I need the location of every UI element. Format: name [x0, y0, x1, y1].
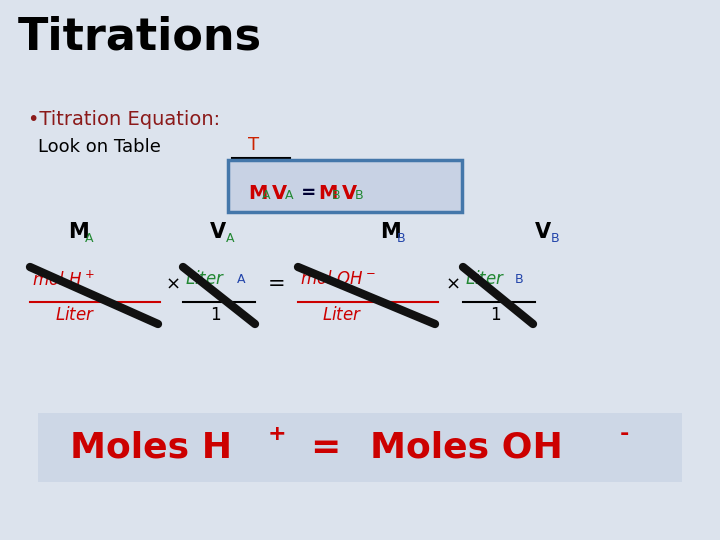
- Text: =: =: [295, 184, 323, 202]
- Text: M: M: [380, 222, 401, 242]
- Text: Moles OH: Moles OH: [370, 431, 563, 465]
- Text: M: M: [318, 184, 338, 203]
- Text: Look on Table: Look on Table: [38, 138, 161, 156]
- Text: T: T: [248, 136, 259, 154]
- Text: B: B: [332, 189, 341, 202]
- FancyBboxPatch shape: [38, 414, 682, 482]
- Text: $\mathit{Liter}$: $\mathit{Liter}$: [465, 270, 505, 288]
- Text: B: B: [551, 232, 559, 245]
- Text: $\mathit{mol\ OH^-}$: $\mathit{mol\ OH^-}$: [300, 270, 376, 288]
- Text: -: -: [620, 424, 629, 444]
- Text: A: A: [237, 273, 246, 286]
- Text: 1: 1: [490, 306, 500, 324]
- Text: V: V: [342, 184, 357, 203]
- Text: $\mathit{mol\ H^+}$: $\mathit{mol\ H^+}$: [32, 270, 95, 289]
- Text: A: A: [85, 232, 94, 245]
- Text: 1: 1: [210, 306, 220, 324]
- Text: A: A: [285, 189, 294, 202]
- Text: $\mathit{Liter}$: $\mathit{Liter}$: [185, 270, 225, 288]
- Text: V: V: [210, 222, 226, 242]
- Text: Moles H: Moles H: [70, 431, 232, 465]
- Text: V: V: [535, 222, 551, 242]
- Text: =: =: [310, 431, 341, 465]
- Text: B: B: [355, 189, 364, 202]
- FancyBboxPatch shape: [228, 160, 462, 212]
- Text: $\mathit{Liter}$: $\mathit{Liter}$: [322, 306, 362, 324]
- Text: $\times$: $\times$: [445, 275, 459, 293]
- Text: A: A: [226, 232, 235, 245]
- Text: B: B: [515, 273, 523, 286]
- Text: Titrations: Titrations: [18, 15, 262, 58]
- Text: $\times$: $\times$: [165, 275, 179, 293]
- Text: V: V: [272, 184, 287, 203]
- Text: $\mathit{Liter}$: $\mathit{Liter}$: [55, 306, 95, 324]
- Text: •Titration Equation:: •Titration Equation:: [28, 110, 220, 129]
- Text: A: A: [262, 189, 271, 202]
- Text: B: B: [397, 232, 405, 245]
- Text: =: =: [268, 274, 286, 294]
- Text: M: M: [68, 222, 89, 242]
- Text: +: +: [268, 424, 287, 444]
- Text: M: M: [248, 184, 267, 203]
